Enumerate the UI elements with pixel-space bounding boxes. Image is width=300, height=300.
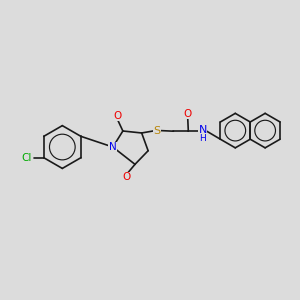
Text: N: N bbox=[109, 142, 117, 152]
Text: H: H bbox=[199, 134, 206, 143]
Text: S: S bbox=[154, 126, 161, 136]
Text: O: O bbox=[184, 109, 192, 119]
Text: O: O bbox=[123, 172, 131, 182]
Text: N: N bbox=[198, 125, 207, 135]
Text: Cl: Cl bbox=[22, 153, 32, 163]
Text: O: O bbox=[113, 111, 122, 121]
